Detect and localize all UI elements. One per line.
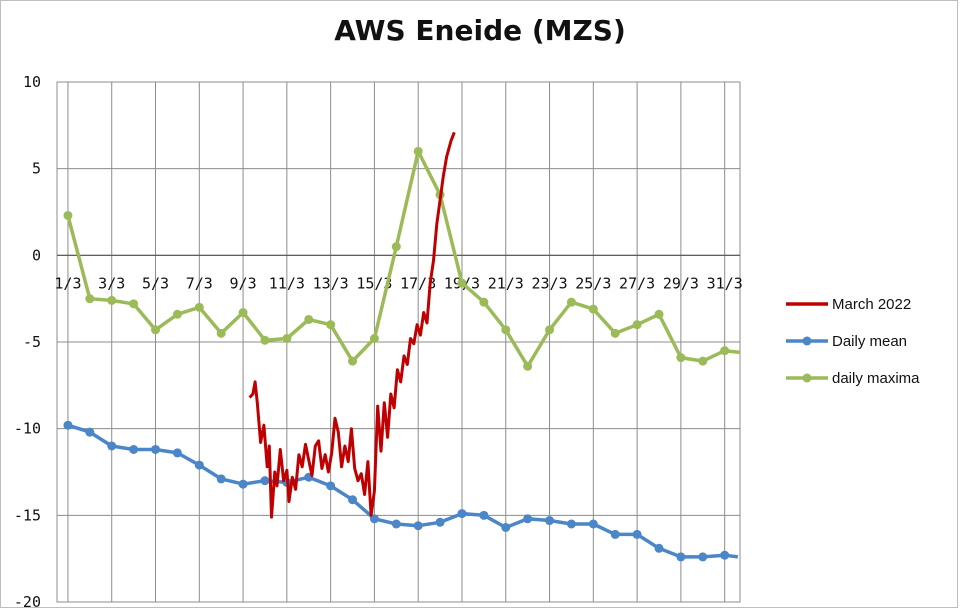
y-tick-label: -15 — [14, 506, 41, 524]
series-line-march-2022 — [248, 131, 456, 519]
data-point — [654, 309, 664, 319]
data-point — [348, 356, 358, 366]
data-point — [566, 519, 576, 529]
data-point — [151, 325, 161, 335]
data-point — [304, 314, 314, 324]
data-point — [632, 320, 642, 330]
axes: 10 5 0 -5 -10 -15 -20 1/3 3/3 5/3 7/3 9/3 11/3 13/3 15… — [14, 73, 743, 610]
x-tick-label: 5/3 — [142, 274, 169, 292]
data-point — [413, 146, 423, 156]
data-point — [435, 517, 445, 527]
data-point — [282, 334, 292, 344]
x-tick-label: 31/3 — [707, 274, 743, 292]
series-line-daily-maxima — [66, 149, 741, 369]
data-point — [260, 335, 270, 345]
data-point — [632, 529, 642, 539]
data-point — [107, 295, 117, 305]
data-point — [63, 210, 73, 220]
data-point — [63, 420, 73, 430]
data-point — [566, 297, 576, 307]
data-point — [720, 346, 730, 356]
y-tick-label: -5 — [23, 333, 41, 351]
data-point — [720, 550, 730, 560]
x-tick-label: 3/3 — [98, 274, 125, 292]
y-tick-label: 0 — [32, 246, 41, 264]
data-point — [85, 427, 95, 437]
y-tick-label: 10 — [23, 73, 41, 91]
data-point — [610, 529, 620, 539]
data-point — [172, 448, 182, 458]
data-point — [545, 516, 555, 526]
data-point — [523, 514, 533, 524]
x-tick-label: 13/3 — [313, 274, 349, 292]
data-point — [698, 552, 708, 562]
data-point — [238, 308, 248, 318]
data-point — [457, 509, 467, 519]
data-point — [676, 552, 686, 562]
legend: March 2022 Daily mean daily maxima — [786, 296, 920, 387]
legend-marker — [802, 336, 812, 346]
data-point — [545, 325, 555, 335]
y-tick-label: -20 — [14, 593, 41, 610]
data-point — [479, 297, 489, 307]
x-tick-label: 1/3 — [54, 274, 81, 292]
gridlines — [56, 81, 741, 603]
x-tick-label: 9/3 — [230, 274, 257, 292]
data-point — [85, 294, 95, 304]
data-point — [501, 522, 511, 532]
data-point — [151, 444, 161, 454]
data-point — [654, 543, 664, 553]
data-point — [107, 441, 117, 451]
data-point — [216, 474, 226, 484]
data-point — [676, 353, 686, 363]
y-tick-label: 5 — [32, 160, 41, 178]
series-layer — [63, 131, 741, 562]
chart-title: AWS Eneide (MZS) — [334, 14, 626, 47]
data-point — [348, 495, 358, 505]
data-point — [194, 460, 204, 470]
data-point — [413, 521, 423, 531]
data-point — [172, 309, 182, 319]
data-point — [369, 334, 379, 344]
data-point — [391, 242, 401, 252]
data-point — [260, 476, 270, 486]
x-tick-label: 21/3 — [488, 274, 524, 292]
data-point — [391, 519, 401, 529]
data-point — [369, 514, 379, 524]
legend-label: daily maxima — [832, 370, 920, 387]
x-tick-label: 27/3 — [619, 274, 655, 292]
x-tick-label: 17/3 — [400, 274, 436, 292]
data-point — [698, 356, 708, 366]
data-point — [129, 444, 139, 454]
legend-label: Daily mean — [832, 333, 907, 350]
legend-label: March 2022 — [832, 296, 911, 313]
data-point — [457, 278, 467, 288]
data-point — [479, 510, 489, 520]
data-point — [326, 320, 336, 330]
data-point — [216, 328, 226, 338]
data-point — [588, 304, 598, 314]
y-tick-label: -10 — [14, 420, 41, 438]
data-point — [523, 361, 533, 371]
data-point — [326, 481, 336, 491]
data-point — [588, 519, 598, 529]
data-point — [501, 325, 511, 335]
x-tick-label: 15/3 — [356, 274, 392, 292]
x-tick-label: 7/3 — [186, 274, 213, 292]
x-tick-label: 25/3 — [575, 274, 611, 292]
x-tick-label: 23/3 — [531, 274, 567, 292]
x-tick-label: 11/3 — [269, 274, 305, 292]
data-point — [194, 302, 204, 312]
data-point — [610, 328, 620, 338]
legend-marker — [802, 373, 812, 383]
x-tick-label: 29/3 — [663, 274, 699, 292]
data-point — [129, 299, 139, 309]
data-point — [238, 479, 248, 489]
